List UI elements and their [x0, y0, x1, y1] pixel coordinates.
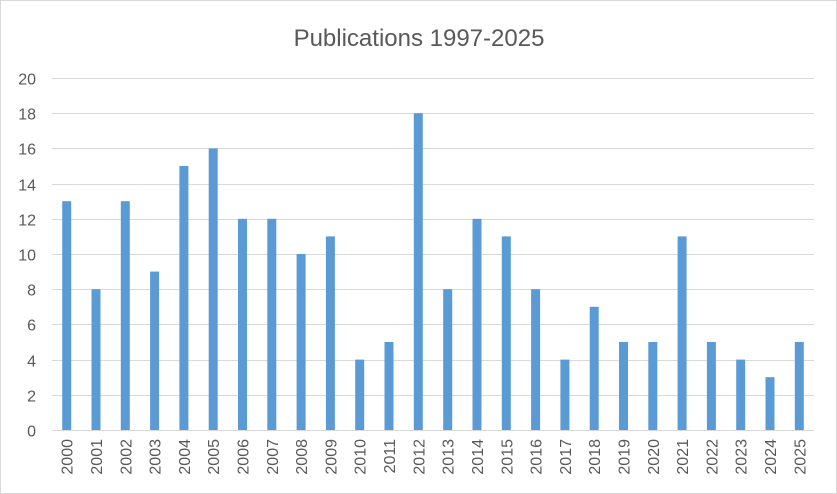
x-tick-label: 2008	[294, 439, 311, 475]
bar-2025	[794, 342, 804, 430]
x-tick-label: 2015	[499, 439, 516, 475]
bar-2011	[384, 342, 394, 430]
bar-2012	[413, 113, 423, 430]
x-axis-ticks: 2000 2001 2002 2003 2004 2005 2006 2007 2008 2009…	[60, 439, 810, 475]
x-tick-label: 2022	[704, 439, 721, 475]
y-tick-label: 0	[27, 424, 36, 441]
x-tick-label: 2016	[529, 439, 546, 475]
bar-2022	[706, 342, 716, 430]
bar-2001	[91, 289, 101, 430]
y-tick-label: 2	[27, 389, 36, 406]
x-tick-label: 2002	[118, 439, 135, 475]
y-tick-label: 8	[27, 283, 36, 300]
chart-title: Publications 1997-2025	[294, 25, 545, 52]
bar-2007	[267, 218, 277, 430]
bar-2016	[531, 289, 541, 430]
x-tick-label: 2024	[763, 439, 780, 475]
bar-2024	[765, 377, 775, 430]
bar-2023	[736, 359, 746, 430]
bar-2008	[296, 254, 306, 430]
bar-series	[62, 113, 804, 430]
x-tick-label: 2003	[148, 439, 165, 475]
x-tick-label: 2000	[60, 439, 77, 475]
bar-2017	[560, 359, 570, 430]
y-tick-label: 10	[18, 248, 36, 265]
y-tick-label: 16	[18, 142, 36, 159]
bar-2014	[472, 218, 482, 430]
bar-2018	[589, 306, 599, 430]
y-tick-label: 4	[27, 354, 36, 371]
bar-2010	[355, 359, 365, 430]
y-tick-label: 6	[27, 318, 36, 335]
x-tick-label: 2005	[206, 439, 223, 475]
y-tick-label: 20	[18, 72, 36, 89]
x-tick-label: 2023	[734, 439, 751, 475]
x-tick-label: 2012	[411, 439, 428, 475]
bar-2002	[120, 201, 130, 430]
x-tick-label: 2025	[792, 439, 809, 475]
x-tick-label: 2019	[617, 439, 634, 475]
x-tick-label: 2001	[89, 439, 106, 475]
x-tick-label: 2010	[353, 439, 370, 475]
x-tick-label: 2020	[646, 439, 663, 475]
bar-2005	[208, 148, 218, 430]
bar-2006	[238, 218, 247, 430]
bar-2021	[677, 236, 687, 430]
x-tick-label: 2009	[323, 439, 340, 475]
y-tick-label: 18	[18, 107, 36, 124]
gridlines	[52, 78, 814, 431]
bar-2020	[648, 342, 658, 430]
bar-2013	[443, 289, 453, 430]
x-tick-label: 2007	[265, 439, 282, 475]
x-tick-label: 2021	[675, 439, 692, 475]
bar-2015	[501, 236, 511, 430]
y-tick-label: 12	[18, 213, 36, 230]
bar-2000	[62, 201, 72, 430]
bar-2019	[619, 342, 628, 430]
y-tick-label: 14	[18, 178, 36, 195]
x-tick-label: 2017	[558, 439, 575, 475]
x-tick-label: 2013	[441, 439, 458, 475]
x-tick-label: 2004	[177, 439, 194, 475]
y-axis-ticks: 0 2 4 6 8 10 12 14 16 18 20	[18, 72, 36, 441]
bar-2009	[325, 236, 335, 430]
bar-2004	[179, 166, 189, 430]
x-tick-label: 2018	[587, 439, 604, 475]
x-tick-label: 2011	[382, 439, 399, 474]
bar-2003	[150, 271, 160, 430]
x-tick-label: 2006	[236, 439, 253, 475]
x-tick-label: 2014	[470, 439, 487, 475]
